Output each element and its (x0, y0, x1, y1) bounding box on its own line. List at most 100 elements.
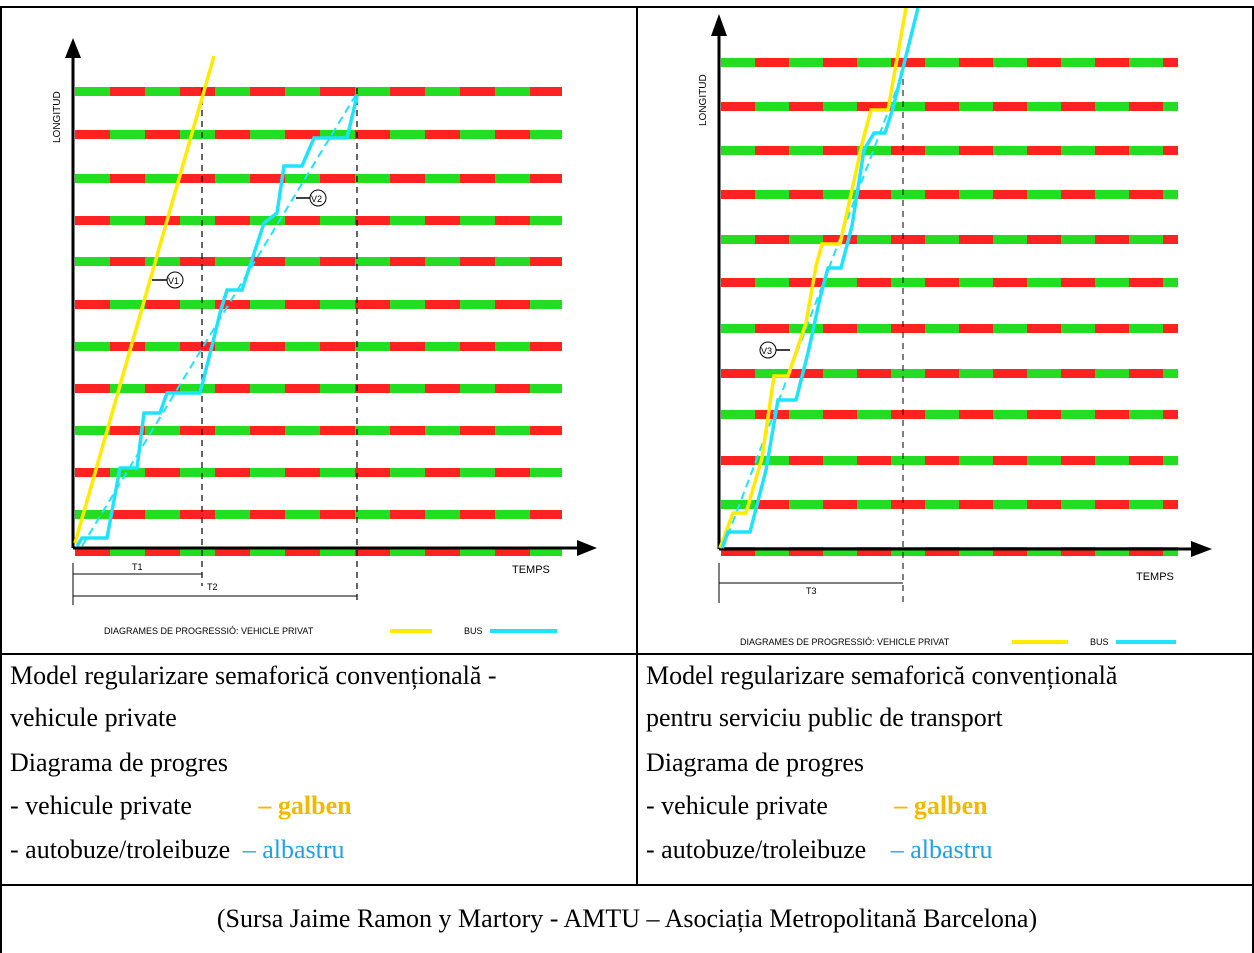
signal-band-segment (789, 102, 823, 111)
signal-band-segment (215, 547, 250, 556)
signal-band-segment (75, 468, 110, 477)
signal-band-segment (180, 342, 215, 351)
signal-band-segment (460, 547, 495, 556)
signal-band-segment (215, 300, 250, 309)
signal-band-segment (1095, 547, 1129, 556)
signal-band-segment (1027, 102, 1061, 111)
signal-band-segment (993, 324, 1027, 333)
signal-band-segment (215, 342, 250, 351)
signal-band-segment (925, 369, 959, 378)
signal-band-segment (891, 324, 925, 333)
signal-band-segment (891, 146, 925, 155)
signal-band-segment (755, 278, 789, 287)
signal-band-segment (320, 257, 355, 266)
signal-band-segment (320, 130, 355, 139)
signal-band-segment (1095, 500, 1129, 509)
signal-band-segment (891, 547, 925, 556)
signal-band-segment (1027, 58, 1061, 67)
signal-band-segment (959, 146, 993, 155)
signal-band-segment (285, 468, 320, 477)
signal-band-segment (495, 547, 530, 556)
left-y-axis-label: LONGITUD (52, 91, 63, 143)
signal-band-segment (355, 468, 390, 477)
right-caption-cell: Model regularizare semaforică convențion… (636, 653, 1254, 886)
signal-band-segment (823, 369, 857, 378)
left-x-axis-label: TEMPS (512, 564, 550, 576)
signal-band-segment (460, 510, 495, 519)
signal-band-segment (721, 58, 755, 67)
signal-band-segment (180, 300, 215, 309)
signal-band-segment (530, 216, 562, 225)
signal-band-segment (425, 510, 460, 519)
signal-band-segment (721, 369, 755, 378)
signal-band-segment (857, 278, 891, 287)
signal-band-segment (891, 410, 925, 419)
left-caption-private-label: - vehicule private (10, 791, 192, 820)
signal-band-segment (250, 384, 285, 393)
signal-band-segment (1027, 547, 1061, 556)
signal-band-segment (721, 235, 755, 244)
signal-band-segment (721, 324, 755, 333)
signal-band-segment (250, 257, 285, 266)
signal-band-segment (355, 130, 390, 139)
signal-band-segment (925, 547, 959, 556)
signal-band-segment (993, 190, 1027, 199)
left-caption-diagram-heading: Diagrama de progres (10, 748, 229, 777)
signal-band-segment (891, 456, 925, 465)
signal-band-segment (1163, 410, 1178, 419)
signal-band-segment (110, 87, 145, 96)
signal-band-segment (390, 342, 425, 351)
signal-band-segment (1095, 235, 1129, 244)
signal-band-segment (215, 510, 250, 519)
signal-band-segment (530, 384, 562, 393)
left-v2-label: V2 (311, 194, 322, 204)
signal-band-segment (250, 547, 285, 556)
signal-band-segment (1095, 324, 1129, 333)
signal-band-segment (530, 257, 562, 266)
signal-band-segment (110, 426, 145, 435)
signal-band-segment (110, 547, 145, 556)
signal-band-segment (145, 384, 180, 393)
signal-band-segment (959, 369, 993, 378)
signal-band-segment (1095, 102, 1129, 111)
signal-band-segment (425, 174, 460, 183)
signal-band-segment (180, 87, 215, 96)
signal-band-segment (823, 58, 857, 67)
left-bus-line (75, 95, 359, 547)
signal-band-segment (1163, 146, 1178, 155)
signal-band-segment (390, 468, 425, 477)
left-progression-diagram: LONGITUD TEMPS T1 T2 V1 V2 DIAGRAMES DE … (52, 38, 597, 636)
right-caption-bus-color: – albastru (890, 835, 993, 864)
signal-band-segment (110, 468, 145, 477)
signal-band-segment (285, 216, 320, 225)
signal-band-segment (530, 130, 562, 139)
signal-band-segment (460, 300, 495, 309)
signal-band-segment (145, 87, 180, 96)
signal-band-segment (425, 547, 460, 556)
signal-band-segment (925, 500, 959, 509)
signal-band-segment (460, 130, 495, 139)
signal-band-segment (390, 87, 425, 96)
signal-band-segment (320, 426, 355, 435)
signal-band-segment (891, 58, 925, 67)
right-v3-label: V3 (761, 346, 772, 356)
signal-band-segment (755, 190, 789, 199)
signal-band-segment (425, 257, 460, 266)
signal-band-segment (1129, 456, 1163, 465)
signal-band-segment (390, 547, 425, 556)
signal-band-segment (755, 58, 789, 67)
signal-band-segment (1163, 235, 1178, 244)
right-caption-private-row: - vehicule private – galben (646, 791, 988, 821)
left-x-axis-arrow (577, 540, 597, 556)
signal-band-segment (959, 102, 993, 111)
right-bus-line (720, 7, 920, 549)
signal-band-segment (1163, 456, 1178, 465)
signal-band-segment (75, 87, 110, 96)
signal-band-segment (425, 342, 460, 351)
signal-band-segment (530, 547, 562, 556)
signal-band-segment (495, 426, 530, 435)
signal-band-segment (180, 426, 215, 435)
signal-band-segment (823, 324, 857, 333)
signal-band-segment (460, 87, 495, 96)
signal-band-segment (425, 87, 460, 96)
